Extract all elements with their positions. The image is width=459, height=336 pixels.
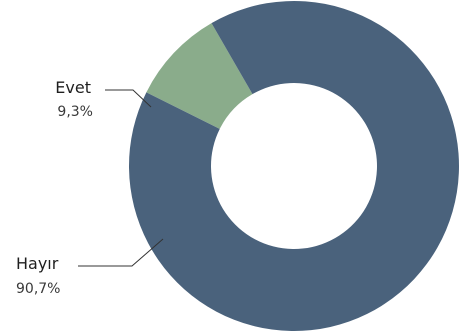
donut-slice-hayir [128, 1, 459, 332]
value-label-evet: 9,3% [57, 104, 93, 120]
label-evet: Evet [55, 78, 91, 97]
leader-line-hayir [78, 238, 164, 267]
value-label-hayir: 90,7% [16, 281, 60, 297]
label-hayir: Hayır [16, 254, 59, 273]
leader-line-evet [105, 89, 152, 108]
donut-slice-evet [146, 23, 253, 129]
donut-slices [128, 1, 459, 332]
